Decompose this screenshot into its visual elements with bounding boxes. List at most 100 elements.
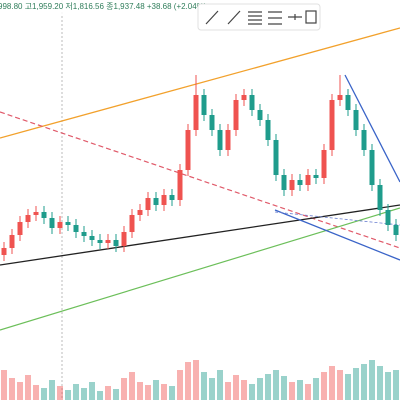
candle-body xyxy=(281,175,287,190)
volume-bar xyxy=(65,390,71,400)
candle-body xyxy=(353,110,359,130)
volume-bar xyxy=(345,374,351,400)
candle-body xyxy=(193,95,199,130)
trend-line xyxy=(0,27,400,139)
candle-body xyxy=(385,210,391,225)
candle-body xyxy=(145,198,151,210)
candle-body xyxy=(305,175,311,185)
volume-bar xyxy=(177,370,183,400)
volume-bar xyxy=(57,386,63,400)
candle-body xyxy=(241,95,247,100)
volume-bar xyxy=(369,360,375,400)
candle-body xyxy=(345,95,351,110)
candle-body xyxy=(329,100,335,150)
candle-body xyxy=(17,222,23,235)
candle-body xyxy=(369,150,375,185)
tool-icon[interactable] xyxy=(288,14,302,20)
volume-bar xyxy=(105,386,111,400)
tool-icon[interactable] xyxy=(227,10,241,25)
volume-bar xyxy=(129,372,135,400)
candle-body xyxy=(129,215,135,232)
candle-body xyxy=(121,232,127,246)
candle-body xyxy=(209,115,215,130)
candle-body xyxy=(289,180,295,190)
volume-bar xyxy=(209,378,215,400)
candle-body xyxy=(225,130,231,150)
candle-body xyxy=(9,235,15,248)
candle-body xyxy=(201,95,207,115)
candle-body xyxy=(89,236,95,240)
volume-bar xyxy=(121,378,127,400)
candle-body xyxy=(337,95,343,100)
volume-bar xyxy=(385,372,391,400)
volume-bar xyxy=(41,388,47,400)
candle-body xyxy=(217,130,223,150)
volume-bar xyxy=(313,378,319,400)
candle-body xyxy=(297,180,303,185)
trend-line xyxy=(0,207,400,331)
candle-body xyxy=(65,222,71,225)
candle-body xyxy=(57,222,63,228)
volume-bar xyxy=(257,378,263,400)
volume-bar xyxy=(201,372,207,400)
volume-bar xyxy=(33,385,39,400)
volume-bar xyxy=(217,370,223,400)
volume-bar xyxy=(289,382,295,400)
candle-body xyxy=(361,130,367,150)
candle-body xyxy=(25,215,31,222)
candle-body xyxy=(105,240,111,243)
trend-line xyxy=(0,204,400,266)
drawing-toolbar xyxy=(197,3,321,31)
volume-bar xyxy=(329,366,335,400)
volume-bar xyxy=(25,375,31,400)
candle-body xyxy=(257,110,263,120)
candle-body xyxy=(49,218,55,228)
candle-body xyxy=(33,212,39,215)
volume-bar xyxy=(305,384,311,400)
volume-bar xyxy=(153,380,159,400)
volume-bar xyxy=(49,380,55,400)
candle-body xyxy=(265,120,271,140)
candle-body xyxy=(393,225,399,235)
volume-bar xyxy=(297,380,303,400)
candle-body xyxy=(161,195,167,205)
tool-icon[interactable] xyxy=(268,11,282,25)
volume-bar xyxy=(89,382,95,400)
volume-bar xyxy=(97,391,103,400)
volume-bar xyxy=(169,386,175,400)
candle-body xyxy=(97,240,103,243)
tool-icon[interactable] xyxy=(248,11,262,25)
candle-body xyxy=(41,212,47,218)
volume-bar xyxy=(241,380,247,400)
volume-bar xyxy=(353,368,359,400)
candle-body xyxy=(1,248,7,255)
candle-body xyxy=(177,170,183,200)
volume-bar xyxy=(9,378,15,400)
volume-bar xyxy=(81,388,87,400)
volume-bar xyxy=(393,370,399,400)
trend-line xyxy=(0,111,400,249)
candle-body xyxy=(273,140,279,175)
volume-bar xyxy=(17,382,23,400)
volume-bar xyxy=(281,376,287,400)
volume-bar xyxy=(273,370,279,400)
volume-bar xyxy=(193,360,199,400)
ohlc-legend: 998.80 고1,959.20 저1,816.56 종1,937.48 +38… xyxy=(0,2,207,11)
candle-body xyxy=(313,175,319,178)
trend-line xyxy=(274,211,400,226)
candle-body xyxy=(249,95,255,110)
candle-body xyxy=(153,198,159,205)
candle-body xyxy=(321,150,327,178)
candle-body xyxy=(137,210,143,215)
candle-body xyxy=(169,195,175,200)
tool-icon[interactable] xyxy=(305,10,317,24)
volume-bar xyxy=(337,370,343,400)
tool-icon[interactable] xyxy=(205,10,219,25)
candle-body xyxy=(73,225,79,232)
candle-body xyxy=(377,185,383,210)
candle-body xyxy=(233,100,239,130)
volume-bar xyxy=(377,366,383,400)
volume-bar xyxy=(113,389,119,400)
